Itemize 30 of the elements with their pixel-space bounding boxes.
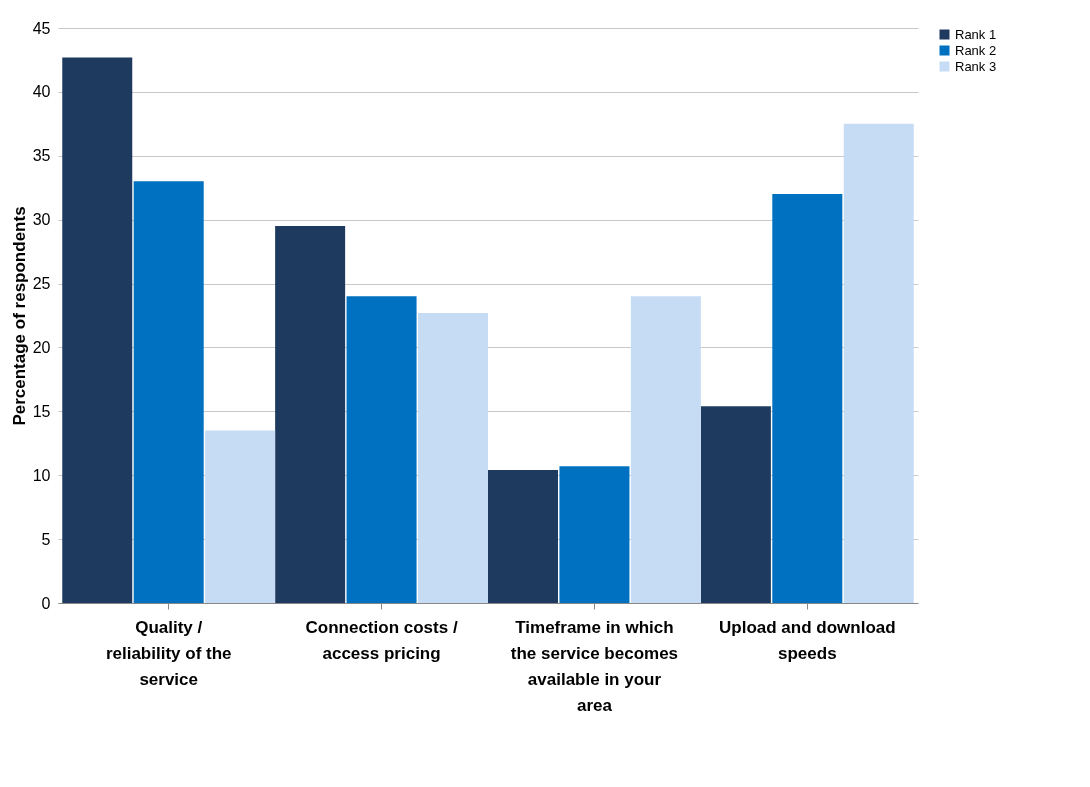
bar [133,181,204,603]
x-tick-label: Upload and download speeds [719,617,896,663]
y-tick-label: 20 [32,338,51,356]
y-tick-label: 0 [41,594,51,612]
bar [559,466,630,603]
legend-label: Rank 1 [955,26,997,42]
y-tick-label: 15 [32,402,51,420]
bar [700,406,771,603]
bar [630,296,701,603]
bar [418,312,488,603]
y-tick-label: 10 [32,466,51,484]
y-tick-label: 5 [41,530,51,548]
bar [488,470,558,603]
y-axis-title: Percentage of respondents [9,206,29,426]
x-tick-label: Connection costs / access pricing [305,617,458,663]
y-tick-label: 30 [32,211,51,229]
x-tick-label: Quality / reliability of the service [105,617,232,689]
y-tick-label: 40 [32,83,51,101]
x-tick-label: Timeframe in which the service becomes available in your area [510,617,679,715]
bar [772,194,843,603]
bar [275,226,346,603]
legend-label: Rank 2 [955,42,997,58]
legend-label: Rank 3 [955,58,997,74]
y-tick-label: 35 [32,147,51,165]
y-tick-label: 45 [32,19,51,37]
bar [205,430,276,603]
bar [346,296,417,603]
y-tick-label: 25 [32,275,51,293]
bar [62,57,133,603]
bar [843,123,914,603]
